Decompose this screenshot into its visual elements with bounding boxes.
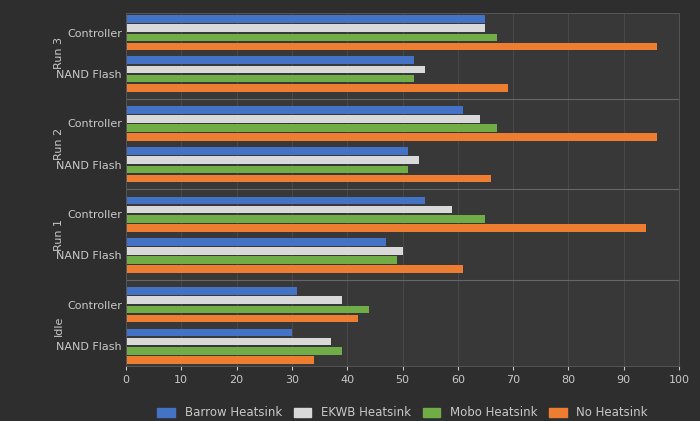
Bar (126, 175, 491, 182)
Bar (126, 56, 414, 64)
Bar (126, 15, 486, 23)
Bar (126, 265, 463, 273)
Bar (126, 24, 486, 32)
Legend: Barrow Heatsink, EKWB Heatsink, Mobo Heatsink, No Heatsink: Barrow Heatsink, EKWB Heatsink, Mobo Hea… (153, 402, 652, 421)
Bar (126, 247, 402, 255)
Text: Run 1: Run 1 (55, 219, 64, 251)
Bar (126, 165, 408, 173)
Bar (126, 75, 414, 83)
Bar (126, 66, 425, 73)
Bar (126, 43, 657, 51)
Bar (126, 347, 342, 354)
Bar (126, 34, 496, 41)
Bar (126, 338, 330, 345)
Text: Idle: Idle (55, 315, 64, 336)
Text: Run 2: Run 2 (55, 128, 64, 160)
Bar (126, 238, 386, 245)
Bar (126, 215, 486, 223)
Bar (126, 115, 480, 123)
Bar (126, 256, 397, 264)
Bar (126, 84, 507, 92)
Bar (126, 197, 425, 204)
Bar (126, 287, 298, 295)
Bar (126, 156, 419, 164)
Bar (126, 328, 292, 336)
Bar (126, 315, 358, 322)
Bar (126, 206, 452, 213)
Bar (126, 124, 496, 132)
Bar (126, 296, 342, 304)
Bar (126, 306, 370, 313)
Bar (126, 356, 314, 364)
Bar (126, 106, 463, 114)
Text: Run 3: Run 3 (55, 37, 64, 69)
Bar (126, 133, 657, 141)
Bar (126, 147, 408, 155)
Bar (126, 224, 646, 232)
